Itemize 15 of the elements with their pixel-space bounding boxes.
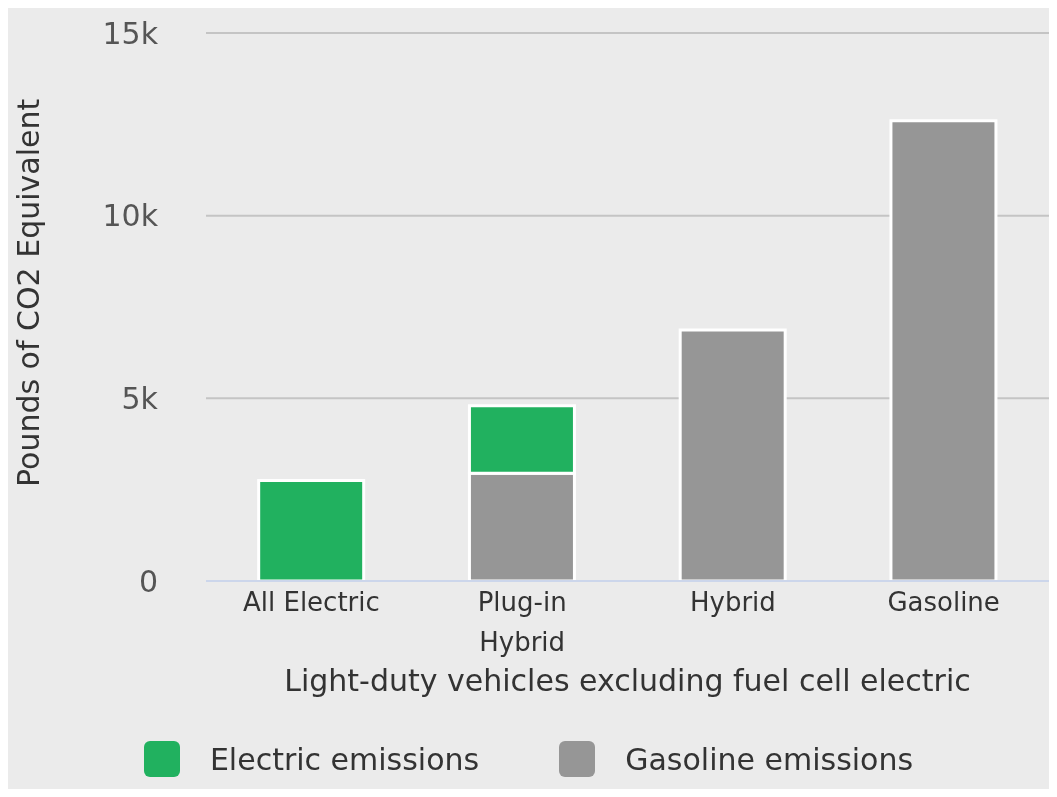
x-tick-label: Plug-in Hybrid [477, 587, 567, 657]
legend-label: Gasoline emissions [625, 741, 914, 777]
x-tick-label: All Electric [242, 587, 380, 617]
y-tick-label: 15k [102, 15, 159, 51]
x-tick-label: Hybrid [689, 587, 776, 617]
y-tick-label: 10k [102, 198, 159, 234]
x-tick-label: Gasoline [887, 587, 1000, 617]
bar [257, 479, 366, 581]
bar [889, 119, 998, 581]
y-tick-label: 0 [138, 563, 158, 599]
y-tick-label: 5k [121, 380, 159, 416]
y-axis-title: Pounds of CO2 Equivalent [10, 98, 46, 487]
bar [678, 328, 787, 581]
x-axis-title: Light-duty vehicles excluding fuel cell electric [284, 663, 971, 698]
legend-label: Electric emissions [209, 741, 480, 777]
